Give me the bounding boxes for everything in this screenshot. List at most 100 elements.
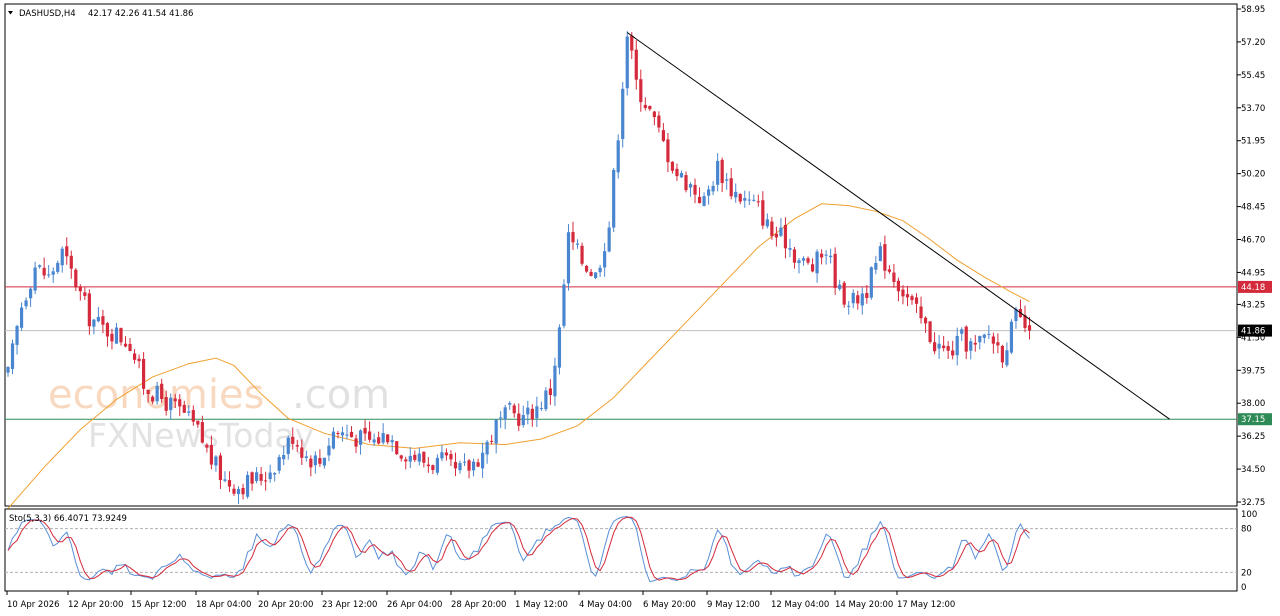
candle-body bbox=[874, 262, 878, 270]
candle-body bbox=[417, 453, 421, 462]
candle-body bbox=[603, 251, 607, 268]
price-tick-label: 58.95 bbox=[1241, 5, 1265, 15]
candle-body bbox=[300, 447, 304, 458]
candle-body bbox=[734, 191, 738, 198]
candle-body bbox=[978, 335, 982, 343]
candle-body bbox=[566, 232, 571, 284]
candle-body bbox=[630, 35, 634, 51]
candle-body bbox=[65, 246, 69, 257]
candle-body bbox=[1014, 309, 1018, 322]
symbol-header: DASHUSD,H4 42.17 42.26 41.54 41.86 bbox=[8, 9, 193, 19]
candle-body bbox=[114, 327, 119, 344]
candle-body bbox=[196, 420, 200, 425]
candle-body bbox=[349, 431, 354, 438]
candle-body bbox=[277, 456, 281, 471]
candle-body bbox=[743, 198, 747, 201]
candle-body bbox=[268, 472, 272, 480]
candle-body bbox=[616, 140, 620, 173]
candle-body bbox=[155, 385, 159, 402]
price-pane-frame bbox=[4, 3, 1238, 507]
candle-body bbox=[227, 480, 232, 487]
candle-body bbox=[851, 292, 855, 304]
candle-body bbox=[896, 280, 901, 292]
candle-body bbox=[431, 465, 435, 471]
candle-body bbox=[255, 472, 259, 481]
candle-body bbox=[806, 258, 810, 263]
candle-body bbox=[860, 293, 864, 306]
candle-body bbox=[584, 265, 589, 272]
candle-body bbox=[476, 462, 480, 467]
candle-body bbox=[123, 343, 128, 347]
candle-body bbox=[788, 248, 792, 250]
candle-body bbox=[390, 440, 394, 443]
candle-body bbox=[512, 405, 516, 414]
candle-body bbox=[675, 168, 679, 177]
candle-body bbox=[241, 487, 245, 495]
candle-body bbox=[883, 244, 887, 271]
descending-trendline[interactable] bbox=[626, 32, 1170, 420]
candle-body bbox=[87, 293, 91, 327]
candle-body bbox=[820, 253, 824, 258]
candle-body bbox=[214, 456, 218, 466]
time-tick-label: 1 May 12:00 bbox=[515, 600, 568, 610]
candle-body bbox=[295, 445, 299, 447]
candle-body bbox=[639, 79, 643, 103]
candle-body bbox=[96, 317, 100, 322]
price-tick-label: 57.20 bbox=[1241, 38, 1265, 48]
price-tick-label: 34.50 bbox=[1241, 465, 1265, 475]
symbol-name: DASHUSD,H4 bbox=[19, 9, 76, 19]
time-tick-label: 14 May 20:00 bbox=[835, 600, 893, 610]
candle-body bbox=[575, 243, 580, 245]
candle-body bbox=[200, 422, 204, 443]
candle-body bbox=[286, 437, 290, 455]
candle-body bbox=[345, 434, 349, 436]
candle-body bbox=[946, 346, 950, 351]
price-level-label: 37.15 bbox=[1241, 415, 1265, 425]
candle-body bbox=[1027, 325, 1032, 331]
candle-body bbox=[571, 231, 575, 243]
candle-body bbox=[878, 246, 882, 262]
candle-body bbox=[340, 432, 345, 436]
candle-body bbox=[413, 454, 417, 460]
candle-body bbox=[747, 199, 751, 201]
time-tick-label: 12 May 04:00 bbox=[771, 600, 829, 610]
candle-body bbox=[386, 434, 390, 443]
collapse-triangle-icon[interactable] bbox=[8, 11, 13, 15]
candle-body bbox=[182, 404, 186, 413]
candle-body bbox=[327, 445, 331, 456]
candle-body bbox=[761, 200, 765, 226]
candle-body bbox=[42, 267, 46, 276]
candle-body bbox=[810, 264, 815, 272]
price-tick-label: 46.70 bbox=[1241, 236, 1265, 246]
candle-body bbox=[521, 415, 525, 426]
candle-body bbox=[517, 413, 521, 426]
candle-body bbox=[377, 437, 381, 444]
candle-body bbox=[422, 451, 426, 463]
candle-body bbox=[404, 459, 408, 462]
candle-body bbox=[164, 397, 168, 411]
time-tick-label: 12 Apr 20:00 bbox=[68, 600, 123, 610]
candle-body bbox=[78, 286, 82, 292]
candle-body bbox=[363, 427, 367, 434]
time-tick-label: 15 Apr 12:00 bbox=[131, 600, 186, 610]
candle-body bbox=[982, 334, 986, 338]
candle-body bbox=[259, 474, 263, 481]
time-tick-label: 10 Apr 2026 bbox=[7, 600, 60, 610]
candle-body bbox=[318, 458, 322, 464]
candle-body bbox=[765, 219, 769, 227]
candle-body bbox=[1009, 321, 1014, 353]
candle-body bbox=[530, 408, 534, 420]
time-tick-label: 28 Apr 20:00 bbox=[451, 600, 506, 610]
price-tick-label: 41.50 bbox=[1241, 333, 1265, 343]
oscillator-pane-frame bbox=[4, 508, 1238, 592]
candle-body bbox=[625, 36, 629, 89]
candle-body bbox=[232, 488, 236, 494]
candle-body bbox=[752, 199, 756, 201]
candle-body bbox=[304, 456, 308, 458]
price-tick-label: 50.20 bbox=[1241, 170, 1265, 180]
candle-body bbox=[1005, 350, 1009, 366]
candle-body bbox=[842, 282, 846, 305]
candle-body bbox=[729, 178, 733, 197]
candle-body bbox=[648, 105, 652, 110]
candle-body bbox=[60, 248, 64, 266]
